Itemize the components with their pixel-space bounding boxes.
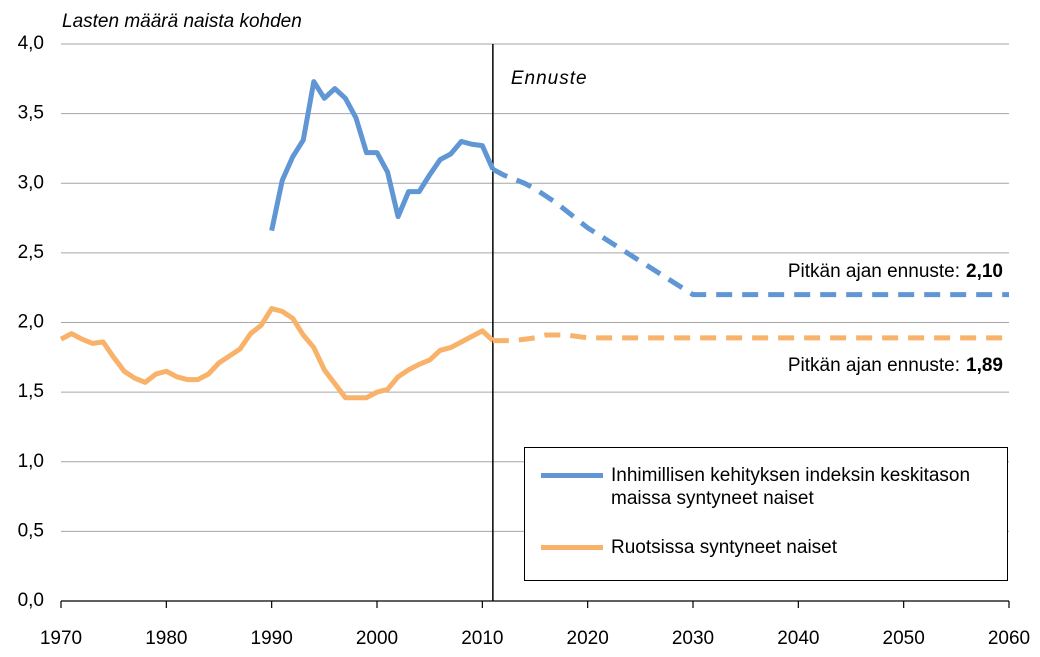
line-series [269,79,496,232]
y-tick-label: 1,5 [18,381,44,402]
forecast-label: Ennuste [511,68,588,89]
x-tick-label: 1980 [145,628,187,649]
annotation-text: Pitkän ajan ennuste: [788,261,960,282]
x-tick-label: 2010 [461,628,503,649]
x-tick-label: 2050 [883,628,925,649]
forecast-line-series [492,332,1009,344]
annotation-value: 2,10 [966,261,1003,282]
y-tick-label: 0,0 [18,590,44,611]
forecast-line-series [491,167,1009,298]
x-tick-label: 2040 [777,628,819,649]
annotation-text: Pitkän ajan ennuste: [788,355,960,376]
legend-label: Ruotsissa syntyneet naiset [611,537,838,558]
x-tick-label: 2000 [356,628,398,649]
x-tick-label: 2020 [567,628,609,649]
y-tick-label: 0,5 [18,520,44,541]
x-tick-label: 2030 [672,628,714,649]
x-tick-label: 1970 [40,628,82,649]
legend-swatch [541,473,603,478]
legend: Inhimillisen kehityksen indeksin keskita… [524,447,1008,581]
y-tick-label: 3,0 [18,172,44,193]
line-series [59,306,495,401]
legend-item: Ruotsissa syntyneet naiset [541,536,1001,559]
chart-title: Lasten määrä naista kohden [62,11,302,32]
legend-item: Inhimillisen kehityksen indeksin keskita… [541,464,1001,510]
x-tick-label: 2060 [988,628,1030,649]
legend-swatch [541,545,603,550]
y-tick-label: 2,5 [18,242,44,263]
y-tick-label: 1,0 [18,451,44,472]
annotation: Pitkän ajan ennuste: 1,89 [788,355,1003,376]
annotation-value: 1,89 [966,355,1003,376]
legend-label: Inhimillisen kehityksen indeksin keskita… [611,465,971,509]
x-tick-label: 1990 [251,628,293,649]
y-tick-label: 3,5 [18,103,44,124]
y-tick-label: 2,0 [18,312,44,333]
y-tick-label: 4,0 [18,33,44,54]
annotation: Pitkän ajan ennuste: 2,10 [788,261,1003,282]
